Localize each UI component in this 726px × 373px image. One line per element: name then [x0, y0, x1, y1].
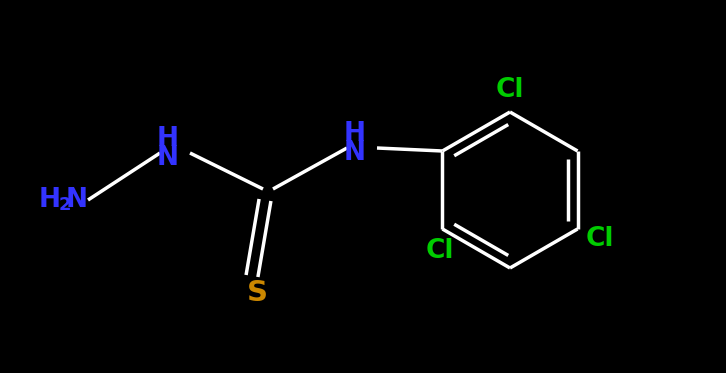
- Text: H: H: [344, 121, 366, 147]
- Text: Cl: Cl: [585, 226, 613, 252]
- Text: H: H: [39, 187, 61, 213]
- Text: 2: 2: [59, 196, 71, 214]
- Text: Cl: Cl: [496, 77, 524, 103]
- Text: S: S: [247, 279, 267, 307]
- Text: H: H: [157, 126, 179, 152]
- Text: N: N: [66, 187, 88, 213]
- Text: N: N: [157, 145, 179, 171]
- Text: Cl: Cl: [425, 238, 454, 264]
- Text: N: N: [344, 140, 366, 166]
